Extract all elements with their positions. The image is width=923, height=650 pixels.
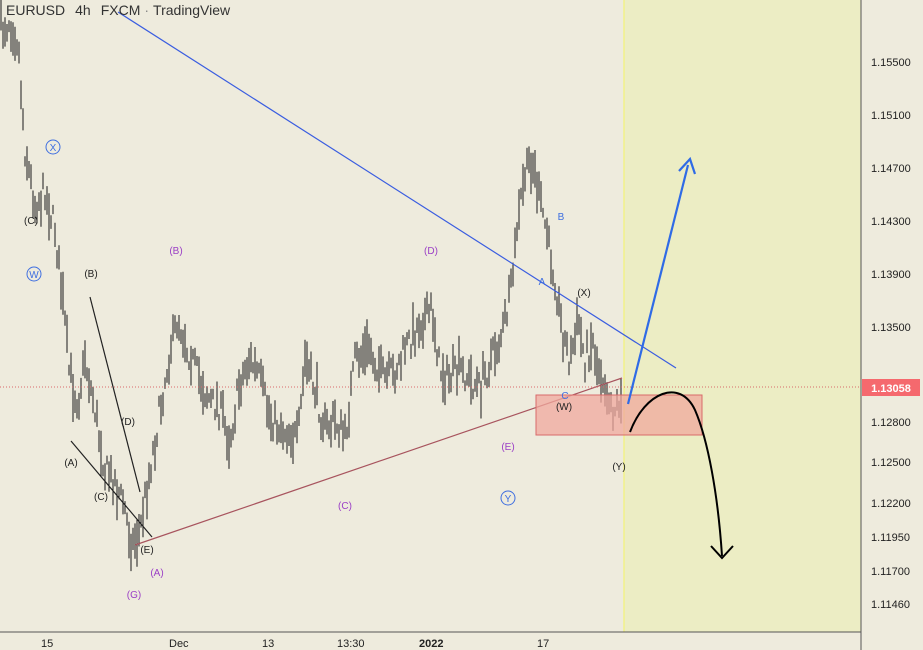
circled-label-w: W — [26, 266, 42, 282]
y-tick-label: 1.14700 — [871, 163, 911, 175]
header-interval: 4h — [75, 2, 91, 18]
y-axis-ticks: 1.11460 1.11700 1.11950 1.12200 1.12500 1.128… — [871, 57, 911, 611]
wave-label-purple-d: (D) — [424, 246, 438, 257]
wave-label-blue-c: C — [561, 391, 568, 402]
wave-label-black-c2: (C) — [94, 492, 108, 503]
wave-label-black-d: (D) — [121, 417, 135, 428]
y-tick-label: 1.11950 — [871, 532, 910, 544]
y-tick-label: 1.12800 — [871, 417, 911, 429]
bullish-arrowhead — [678, 156, 697, 175]
y-tick-label: 1.15500 — [871, 57, 911, 69]
y-tick-label: 1.13900 — [871, 269, 911, 281]
wave-label-black-a: (A) — [64, 458, 77, 469]
wave-label-purple-b: (B) — [169, 246, 182, 257]
wave-label-black-y: (Y) — [612, 462, 625, 473]
x-tick-2022: 2022 — [419, 638, 443, 650]
wave-label-purple-c: (C) — [338, 501, 352, 512]
x-tick-1330: 13:30 — [337, 638, 365, 650]
y-tick-label: 1.11700 — [871, 566, 910, 578]
y-tick-label: 1.14300 — [871, 216, 911, 228]
x-tick-dec: Dec — [169, 638, 189, 650]
header-platform: TradingView — [153, 2, 231, 18]
y-tick-label: 1.13500 — [871, 322, 911, 334]
price-badge: 1.13058 — [862, 379, 920, 396]
wave-label-purple-g: (G) — [127, 590, 141, 601]
y-tick-label: 1.11460 — [871, 599, 910, 611]
circled-label-y: Y — [500, 490, 516, 506]
y-tick-label: 1.12200 — [871, 498, 911, 510]
bearish-arrowhead — [710, 545, 734, 560]
wave-label-black-w: (W) — [556, 402, 572, 413]
support-box — [535, 394, 703, 436]
x-tick-17: 17 — [537, 638, 549, 650]
circled-label-x: X — [45, 139, 61, 155]
bullish-arrow — [626, 164, 690, 405]
wave-label-blue-b: B — [558, 212, 565, 223]
wave-label-black-e: (E) — [140, 545, 153, 556]
x-axis-ticks: 15 Dec 13 13:30 2022 17 — [41, 638, 549, 650]
wave-label-blue-a: A — [539, 277, 546, 288]
circled-label-x-text: X — [50, 143, 57, 154]
price-badge-label: 1.13058 — [871, 383, 911, 395]
wave-label-black-b: (B) — [84, 269, 97, 280]
black-wedge-lower — [70, 440, 153, 538]
y-tick-label: 1.15100 — [871, 110, 911, 122]
wave-label-purple-a: (A) — [150, 568, 163, 579]
bearish-arrow — [629, 391, 723, 557]
wave-label-purple-e: (E) — [501, 442, 514, 453]
header-broker: FXCM — [101, 2, 141, 18]
black-wedge-upper — [89, 296, 141, 493]
y-tick-label: 1.12500 — [871, 457, 911, 469]
x-tick-15: 15 — [41, 638, 53, 650]
circled-label-w-text: W — [29, 270, 39, 281]
wave-label-black-x: (X) — [577, 288, 590, 299]
candle-series — [0, 0, 622, 572]
forecast-zone — [624, 0, 861, 632]
chart-header: EURUSD 4h FXCM · TradingView — [6, 2, 231, 18]
blue-trendline — [117, 11, 677, 369]
x-tick-13: 13 — [262, 638, 274, 650]
wave-label-black-c1: (C) — [24, 216, 38, 227]
circled-label-y-text: Y — [505, 494, 512, 505]
header-symbol: EURUSD — [6, 2, 65, 18]
